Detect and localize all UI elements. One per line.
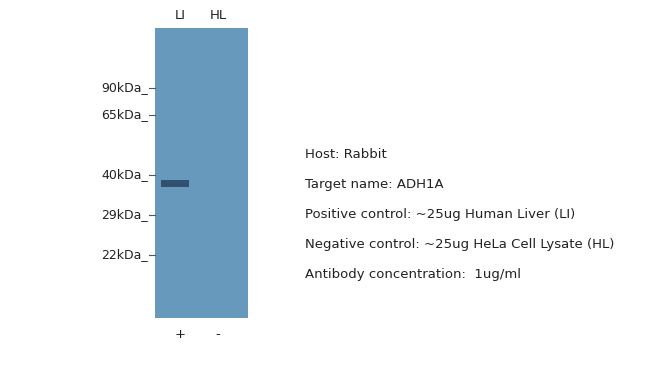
Bar xyxy=(161,179,189,187)
Text: HL: HL xyxy=(209,9,227,22)
Text: 65kDa_: 65kDa_ xyxy=(101,108,148,122)
Text: LI: LI xyxy=(174,9,185,22)
Text: Positive control: ~25ug Human Liver (LI): Positive control: ~25ug Human Liver (LI) xyxy=(305,208,575,221)
Text: Antibody concentration:  1ug/ml: Antibody concentration: 1ug/ml xyxy=(305,268,521,281)
Text: Target name: ADH1A: Target name: ADH1A xyxy=(305,178,443,191)
Text: Host: Rabbit: Host: Rabbit xyxy=(305,148,387,161)
Text: 22kDa_: 22kDa_ xyxy=(101,249,148,261)
Text: 90kDa_: 90kDa_ xyxy=(101,82,148,94)
Text: Negative control: ~25ug HeLa Cell Lysate (HL): Negative control: ~25ug HeLa Cell Lysate… xyxy=(305,238,614,251)
Bar xyxy=(155,28,248,318)
Text: 40kDa_: 40kDa_ xyxy=(101,168,148,182)
Text: +: + xyxy=(174,328,185,341)
Text: 29kDa_: 29kDa_ xyxy=(101,209,148,221)
Text: -: - xyxy=(216,328,220,341)
